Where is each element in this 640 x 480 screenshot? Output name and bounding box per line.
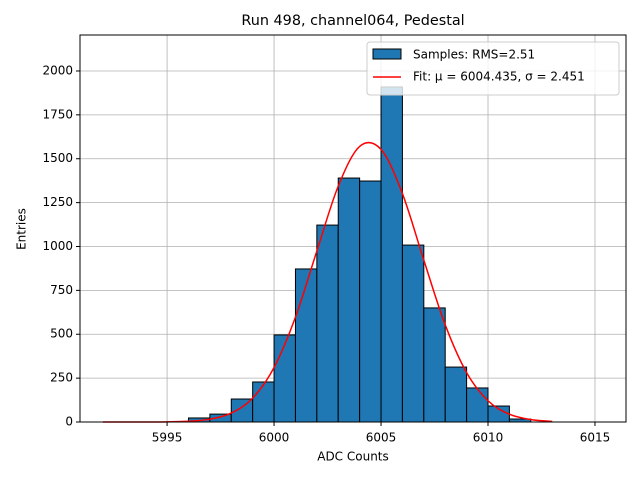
- chart-title: Run 498, channel064, Pedestal: [241, 13, 464, 29]
- y-tick-label: 1750: [42, 107, 73, 121]
- bar: [359, 180, 382, 423]
- axes-frame: [79, 34, 627, 423]
- x-tick-label: 6005: [366, 431, 397, 445]
- bar: [423, 307, 446, 423]
- bar: [466, 387, 489, 423]
- legend-label: Samples: RMS=2.51: [413, 48, 535, 62]
- y-tick-label: 750: [50, 283, 73, 297]
- legend-box: [366, 41, 620, 96]
- y-tick-label: 1000: [42, 239, 73, 253]
- x-tick-label: 6015: [580, 431, 611, 445]
- legend-patch: [372, 48, 402, 60]
- x-axis-label: ADC Counts: [317, 450, 389, 464]
- y-tick-label: 250: [50, 371, 73, 385]
- y-tick-label: 500: [50, 327, 73, 341]
- bar: [273, 334, 296, 423]
- bar: [401, 244, 425, 423]
- bar: [252, 381, 275, 423]
- legend-label: Fit: μ = 6004.435, σ = 2.451: [413, 70, 585, 84]
- y-tick-label: 2000: [42, 63, 73, 77]
- bar: [230, 398, 254, 423]
- bar: [316, 224, 339, 423]
- y-tick-label: 1250: [42, 195, 73, 209]
- x-tick-label: 5995: [152, 431, 183, 445]
- x-tick-label: 6000: [259, 431, 290, 445]
- y-tick-label: 0: [65, 415, 73, 429]
- bar: [337, 177, 361, 423]
- bar: [294, 268, 318, 423]
- y-tick-label: 1500: [42, 151, 73, 165]
- bar: [380, 86, 403, 423]
- y-axis-label: Entries: [15, 208, 29, 250]
- x-tick-label: 6010: [473, 431, 504, 445]
- bar: [444, 366, 468, 423]
